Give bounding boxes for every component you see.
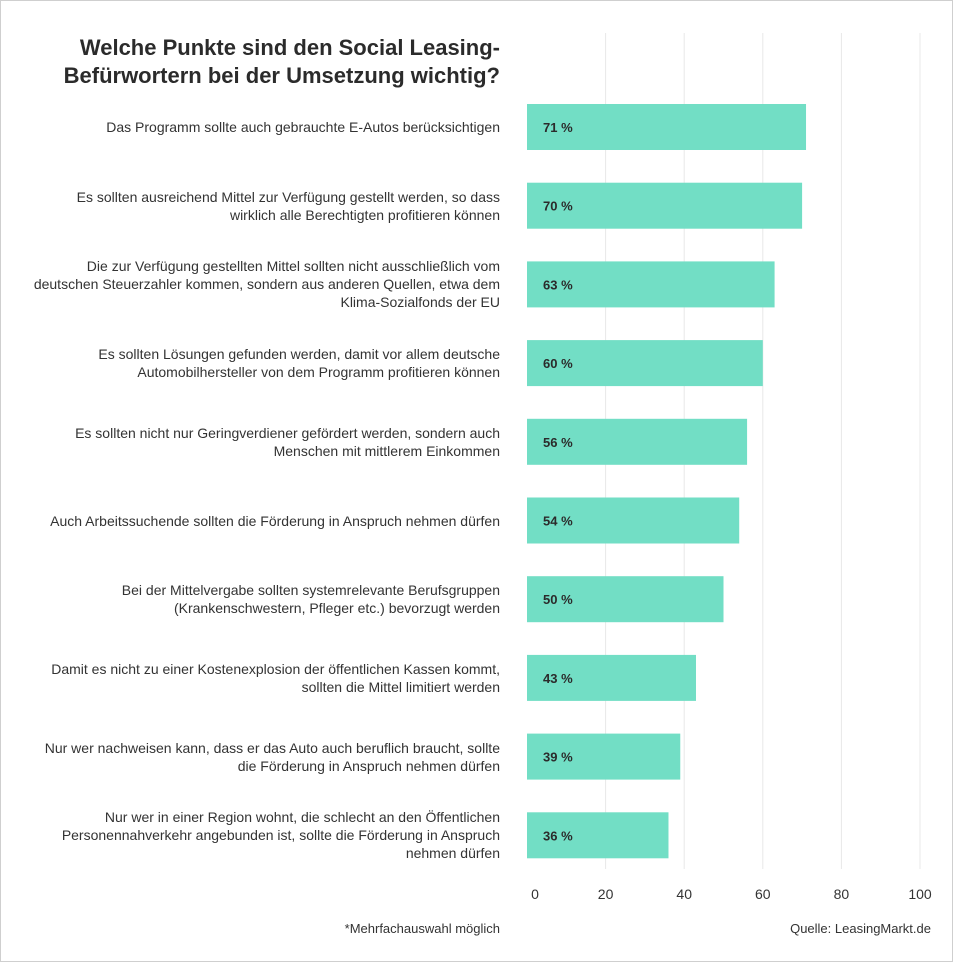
bar-value-label: 50 % bbox=[543, 592, 573, 607]
category-label: Es sollten Lösungen gefunden werden, dam… bbox=[98, 346, 500, 381]
category-label: Nur wer in einer Region wohnt, die schle… bbox=[61, 809, 500, 862]
bar bbox=[527, 654, 696, 701]
footnote: *Mehrfachauswahl möglich bbox=[344, 921, 500, 936]
bar-value-label: 36 % bbox=[543, 828, 573, 843]
x-tick-label: 60 bbox=[755, 886, 771, 902]
category-label: Auch Arbeitssuchende sollten die Förderu… bbox=[50, 512, 500, 529]
category-label: Es sollten nicht nur Geringverdiener gef… bbox=[75, 424, 500, 459]
x-tick-label: 0 bbox=[531, 886, 539, 902]
bar bbox=[527, 340, 763, 387]
bar bbox=[527, 104, 807, 150]
chart-title: Welche Punkte sind den Social Leasing-Be… bbox=[63, 35, 500, 88]
category-label: Das Programm sollte auch gebrauchte E-Au… bbox=[106, 119, 500, 135]
bar-value-label: 43 % bbox=[543, 671, 573, 686]
bar bbox=[527, 812, 669, 859]
bar-value-label: 70 % bbox=[543, 199, 573, 214]
bar-value-label: 56 % bbox=[543, 435, 573, 450]
bar bbox=[527, 261, 775, 308]
bar-value-label: 60 % bbox=[543, 356, 573, 371]
x-tick-label: 20 bbox=[598, 886, 614, 902]
category-label: Nur wer nachweisen kann, dass er das Aut… bbox=[44, 739, 500, 774]
bar bbox=[527, 497, 740, 544]
bar-value-label: 39 % bbox=[543, 750, 573, 765]
bar-value-label: 71 % bbox=[543, 120, 573, 135]
category-label: Die zur Verfügung gestellten Mittel soll… bbox=[33, 258, 500, 311]
bar bbox=[527, 418, 748, 465]
category-label: Damit es nicht zu einer Kostenexplosion … bbox=[51, 660, 500, 695]
bar bbox=[527, 182, 803, 229]
x-tick-label: 80 bbox=[834, 886, 850, 902]
source-note: Quelle: LeasingMarkt.de bbox=[790, 921, 931, 936]
bar-value-label: 63 % bbox=[543, 277, 573, 292]
bar bbox=[527, 733, 681, 780]
bar-value-label: 54 % bbox=[543, 514, 573, 529]
x-tick-label: 40 bbox=[676, 886, 692, 902]
category-label: Bei der Mittelvergabe sollten systemrele… bbox=[121, 582, 500, 617]
category-label: Es sollten ausreichend Mittel zur Verfüg… bbox=[76, 188, 500, 223]
x-tick-label: 100 bbox=[908, 886, 932, 902]
bar bbox=[527, 576, 724, 623]
